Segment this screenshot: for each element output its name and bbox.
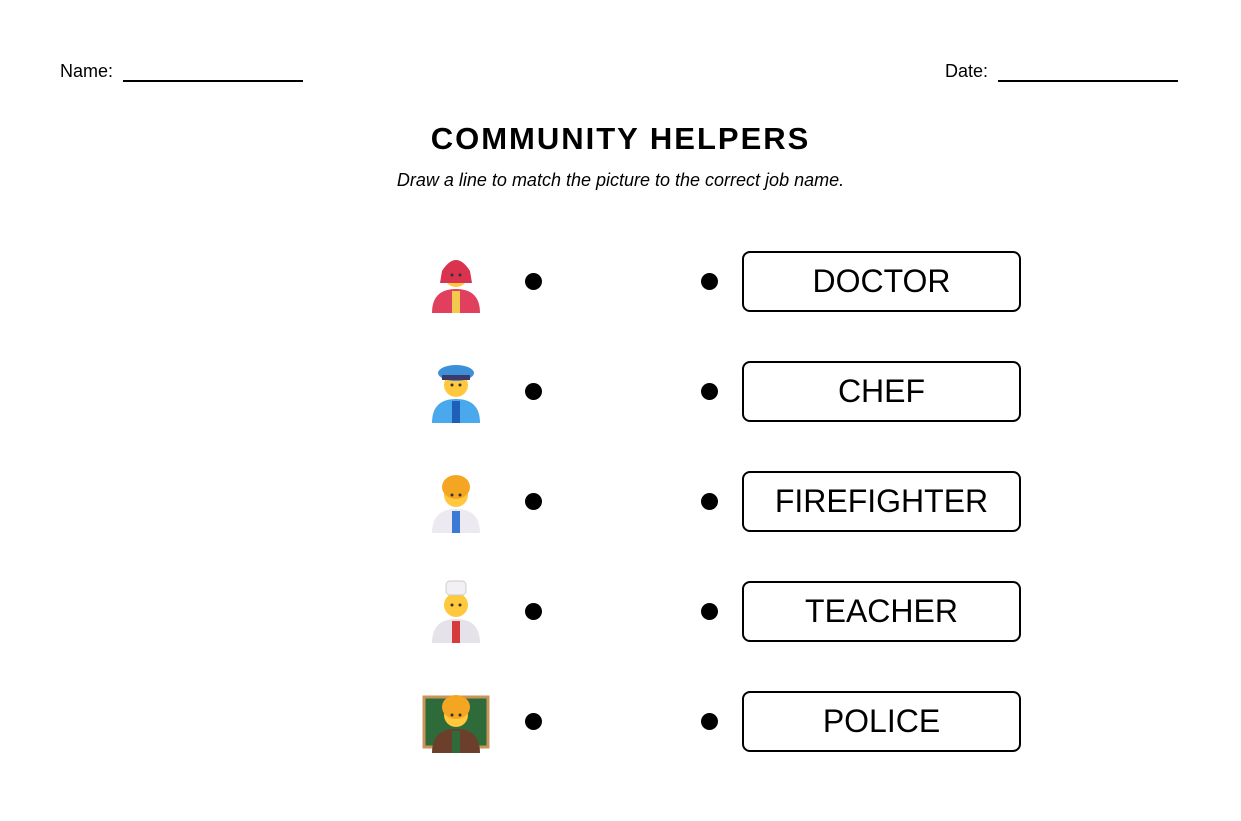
job-name-box: CHEF bbox=[742, 361, 1021, 422]
right-match-dot[interactable] bbox=[701, 603, 718, 620]
instructions: Draw a line to match the picture to the … bbox=[396, 170, 845, 190]
name-label: Name: bbox=[60, 61, 114, 81]
left-match-dot[interactable] bbox=[525, 493, 542, 510]
firefighter-icon bbox=[422, 249, 490, 313]
name-line[interactable] bbox=[123, 60, 304, 82]
chef-icon bbox=[422, 579, 490, 643]
teacher-icon bbox=[422, 689, 490, 753]
date-field: Date: bbox=[945, 60, 1179, 82]
name-field: Name: bbox=[60, 60, 304, 82]
left-match-dot[interactable] bbox=[525, 273, 542, 290]
worksheet-title: COMMUNITY HELPERS bbox=[430, 121, 811, 156]
police-officer-icon bbox=[422, 359, 490, 423]
date-label: Date: bbox=[945, 61, 989, 81]
right-match-dot[interactable] bbox=[701, 713, 718, 730]
job-name-box: TEACHER bbox=[742, 581, 1021, 642]
right-match-dot[interactable] bbox=[701, 273, 718, 290]
left-match-dot[interactable] bbox=[525, 603, 542, 620]
left-match-dot[interactable] bbox=[525, 713, 542, 730]
left-match-dot[interactable] bbox=[525, 383, 542, 400]
date-line[interactable] bbox=[998, 60, 1179, 82]
job-name-box: DOCTOR bbox=[742, 251, 1021, 312]
right-match-dot[interactable] bbox=[701, 493, 718, 510]
doctor-icon bbox=[422, 469, 490, 533]
job-name-box: FIREFIGHTER bbox=[742, 471, 1021, 532]
job-name-box: POLICE bbox=[742, 691, 1021, 752]
right-match-dot[interactable] bbox=[701, 383, 718, 400]
